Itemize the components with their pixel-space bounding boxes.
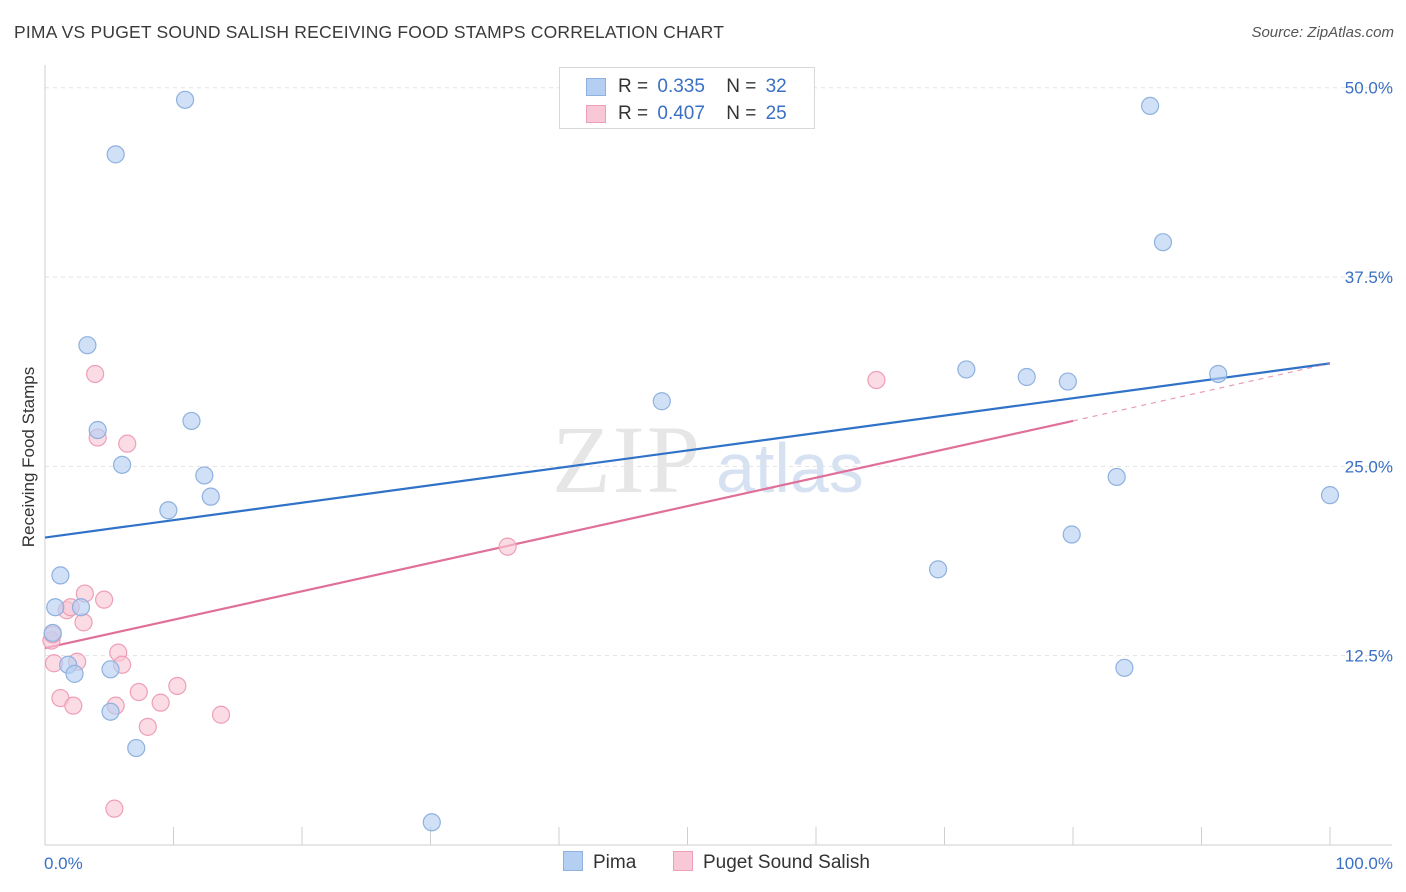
pima-point: [957, 360, 976, 379]
pima-point: [65, 664, 84, 683]
salish-trend-line: [44, 419, 1074, 650]
pima-point: [1153, 233, 1173, 252]
legend-swatch-salish: [586, 105, 606, 123]
pima-trend-line: [44, 362, 1331, 539]
salish-point: [95, 590, 114, 609]
pima-point: [51, 566, 70, 585]
pima-point: [78, 336, 97, 355]
pima-point: [182, 411, 201, 431]
pima-point: [127, 738, 146, 758]
pima-point: [652, 392, 671, 411]
legend-salish-r-value: 0.407: [657, 103, 705, 124]
pima-point: [175, 90, 195, 109]
pima-point: [88, 420, 107, 440]
bottom-legend-swatch-pima: [563, 851, 583, 871]
salish-trend-extension: [1072, 362, 1331, 422]
salish-point: [498, 537, 517, 556]
pima-point: [1062, 525, 1081, 544]
pima-point: [1058, 372, 1077, 391]
pima-point: [1320, 486, 1340, 505]
salish-point: [74, 613, 93, 632]
salish-point: [129, 682, 148, 702]
pima-point: [106, 145, 125, 164]
pima-point: [195, 466, 214, 485]
salish-point: [105, 799, 124, 818]
trend-layer: [44, 362, 1331, 650]
bottom-legend-pima[interactable]: Pima: [563, 851, 636, 874]
y-axis-label: Receiving Food Stamps: [19, 367, 38, 547]
bottom-legend-label-pima: Pima: [593, 852, 637, 873]
salish-point: [118, 434, 137, 453]
legend-salish-n-value: 25: [765, 103, 787, 124]
watermark: ZIP atlas: [552, 406, 864, 513]
bottom-legend-label-salish: Puget Sound Salish: [703, 852, 870, 873]
salish-point: [151, 693, 170, 712]
salish-point: [64, 696, 83, 715]
legend-pima-n-label: N =: [726, 76, 757, 97]
pima-point: [1140, 96, 1160, 115]
pima-point: [112, 455, 132, 474]
point-layer: [42, 78, 1340, 832]
bottom-legend-swatch-salish: [673, 851, 693, 871]
legend-salish-n-label: N =: [726, 103, 757, 124]
x-tick-label: 100.0%: [1335, 854, 1393, 873]
pima-point: [928, 560, 948, 579]
pima-point: [1107, 467, 1126, 487]
pima-point: [201, 487, 220, 506]
x-tick-label: 0.0%: [44, 854, 83, 873]
salish-point: [138, 717, 157, 736]
legend-pima-n-value: 32: [765, 76, 787, 97]
axis-layer: [44, 65, 1392, 846]
correlation-legend: R = 0.335 N = 32 R = 0.407 N = 25: [559, 67, 815, 129]
pima-point: [46, 598, 65, 617]
legend-salish-r-label: R =: [618, 103, 649, 124]
salish-point: [867, 370, 886, 390]
salish-point: [168, 676, 187, 696]
legend-pima-r-label: R =: [618, 76, 649, 97]
y-tick-label: 50.0%: [1345, 79, 1393, 98]
pima-point: [101, 702, 120, 721]
legend-swatch-pima: [586, 78, 606, 96]
source-label: Source: ZipAtlas.com: [1251, 24, 1394, 41]
y-tick-label: 12.5%: [1345, 647, 1393, 666]
label-layer: 12.5% 25.0% 37.5% 50.0% 0.0% 100.0%: [44, 79, 1393, 873]
pima-point: [159, 501, 178, 520]
pima-point: [43, 623, 62, 643]
grid-layer: [45, 87, 1392, 657]
legend-pima-r-value: 0.335: [657, 76, 705, 97]
chart-title: PIMA VS PUGET SOUND SALISH RECEIVING FOO…: [14, 22, 725, 42]
pima-point: [1115, 658, 1134, 677]
pima-point: [422, 813, 441, 832]
pima-point: [1017, 367, 1036, 387]
pima-point: [1209, 364, 1228, 384]
salish-point: [86, 364, 105, 384]
y-tick-label: 25.0%: [1345, 457, 1393, 476]
y-tick-label: 37.5%: [1345, 268, 1393, 287]
bottom-legend-salish[interactable]: Puget Sound Salish: [673, 851, 870, 874]
pima-point: [71, 598, 91, 617]
salish-point: [211, 705, 231, 724]
pima-point: [101, 660, 120, 679]
